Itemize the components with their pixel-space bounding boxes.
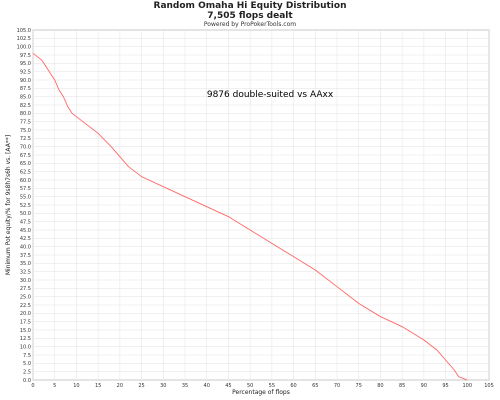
x-tick-label: 85 (399, 383, 405, 389)
x-tick-label: 105 (484, 383, 494, 389)
chart-subtitle: 7,505 flops dealt (207, 11, 293, 21)
y-tick-label: 75.0 (20, 128, 31, 134)
x-tick-label: 15 (95, 383, 101, 389)
x-tick-label: 45 (225, 383, 231, 389)
x-axis-label: Percentage of flops (232, 389, 290, 396)
y-tick-label: 22.5 (20, 303, 31, 309)
x-tick-label: 5 (53, 383, 56, 389)
x-tick-label: 25 (138, 383, 144, 389)
x-tick-label: 75 (356, 383, 362, 389)
y-tick-label: 67.5 (20, 153, 31, 159)
y-tick-label: 60.0 (20, 178, 31, 184)
y-tick-label: 27.5 (20, 286, 31, 292)
equity-line (32, 52, 468, 381)
chart-annotation: 9876 double-suited vs AAxx (207, 90, 334, 100)
x-tick-label: 35 (182, 383, 188, 389)
y-tick-label: 52.5 (20, 203, 31, 209)
y-tick-label: 65.0 (20, 161, 31, 167)
y-tick-label: 77.5 (20, 119, 31, 125)
x-tick-label: 30 (160, 383, 166, 389)
x-tick-label: 10 (73, 383, 79, 389)
x-tick-label: 50 (247, 383, 253, 389)
y-tick-label: 105.0 (17, 28, 31, 34)
y-tick-label: 35.0 (20, 261, 31, 267)
y-tick-label: 30.0 (20, 278, 31, 284)
y-tick-label: 95.0 (20, 61, 31, 67)
y-tick-label: 82.5 (20, 103, 31, 109)
x-tick-label: 100 (463, 383, 473, 389)
chart-title: Random Omaha Hi Equity Distribution (154, 1, 347, 11)
y-tick-label: 40.0 (20, 244, 31, 250)
y-tick-label: 87.5 (20, 86, 31, 92)
y-tick-label: 85.0 (20, 94, 31, 100)
chart-credit: Powered by ProPokerTools.com (204, 21, 296, 28)
x-tick-label: 70 (334, 383, 340, 389)
y-tick-label: 2.5 (23, 369, 31, 375)
y-tick-label: 10.0 (20, 344, 31, 350)
y-tick-label: 47.5 (20, 219, 31, 225)
x-tick-label: 0 (31, 383, 34, 389)
y-tick-label: 12.5 (20, 336, 31, 342)
x-tick-label: 95 (442, 383, 448, 389)
y-tick-label: 17.5 (20, 319, 31, 325)
y-tick-label: 57.5 (20, 186, 31, 192)
y-tick-label: 0.0 (23, 378, 31, 384)
y-tick-label: 50.0 (20, 211, 31, 217)
y-ticks: 0.0 2.5 5.0 7.5 10.0 12.5 15.0 17.5 20.0 22.5 25.0… (17, 28, 31, 384)
y-tick-label: 32.5 (20, 269, 31, 275)
x-ticks: 0 5 10 15 20 25 30 35 40 45 50 55 60 65 70 75 80 85 90 95 10… (31, 383, 493, 389)
x-tick-label: 80 (377, 383, 383, 389)
y-tick-label: 42.5 (20, 236, 31, 242)
x-tick-label: 60 (290, 383, 296, 389)
y-tick-label: 102.5 (17, 36, 31, 42)
y-tick-label: 62.5 (20, 169, 31, 175)
y-tick-label: 92.5 (20, 69, 31, 75)
x-tick-label: 65 (312, 383, 318, 389)
y-tick-label: 7.5 (23, 353, 31, 359)
y-tick-label: 25.0 (20, 294, 31, 300)
y-tick-label: 90.0 (20, 78, 31, 84)
y-tick-label: 72.5 (20, 136, 31, 142)
y-tick-label: 70.0 (20, 144, 31, 150)
y-tick-label: 5.0 (23, 361, 31, 367)
y-tick-label: 45.0 (20, 228, 31, 234)
y-tick-label: 97.5 (20, 53, 31, 59)
y-tick-label: 80.0 (20, 111, 31, 117)
y-tick-label: 37.5 (20, 253, 31, 259)
grid (32, 29, 490, 381)
y-tick-label: 100.0 (17, 44, 31, 50)
y-tick-label: 15.0 (20, 328, 31, 334)
x-tick-label: 55 (269, 383, 275, 389)
y-tick-label: 55.0 (20, 194, 31, 200)
x-tick-label: 20 (117, 383, 123, 389)
y-axis-label: Minimum Pot equity/% for 9s8h7s6h vs. [A… (5, 135, 12, 275)
x-tick-label: 40 (204, 383, 210, 389)
x-tick-label: 90 (421, 383, 427, 389)
y-tick-label: 20.0 (20, 311, 31, 317)
